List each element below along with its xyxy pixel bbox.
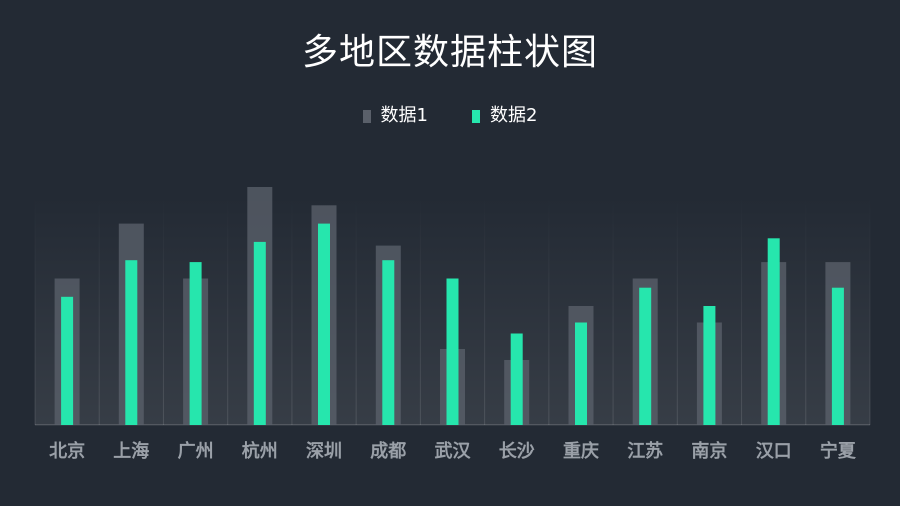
category-label-13: 宁夏 <box>820 440 857 462</box>
bar-series-2-13 <box>831 287 844 425</box>
category-label-5: 深圳 <box>306 440 342 462</box>
legend-item-series-2[interactable]: 数据2 <box>472 104 537 128</box>
legend-label-series-2: 数据2 <box>490 105 538 126</box>
category-label-4: 杭州 <box>242 440 278 462</box>
category-separator <box>227 195 229 425</box>
bar-series-2-2 <box>125 260 138 425</box>
category-label-9: 重庆 <box>563 440 599 462</box>
category-separator <box>98 195 100 425</box>
category-separator <box>355 195 357 425</box>
category-label-10: 江苏 <box>627 440 663 462</box>
bar-series-2-8 <box>510 333 523 425</box>
category-separator <box>548 195 550 425</box>
category-label-1: 北京 <box>49 440 85 462</box>
bar-series-2-10 <box>639 287 652 425</box>
category-label-8: 长沙 <box>499 441 535 462</box>
bar-series-2-7 <box>446 278 459 425</box>
bar-series-2-3 <box>189 262 202 425</box>
category-separator <box>805 195 807 425</box>
bar-series-2-12 <box>767 238 780 425</box>
category-label-6: 成都 <box>370 440 406 462</box>
bar-series-2-6 <box>382 260 395 425</box>
category-separator <box>162 195 164 425</box>
category-label-3: 广州 <box>178 440 214 462</box>
category-separator <box>741 195 743 425</box>
category-label-11: 南京 <box>691 440 727 462</box>
category-label-12: 汉口 <box>756 441 792 462</box>
category-label-7: 武汉 <box>435 441 472 462</box>
legend-swatch-series-1 <box>362 109 371 123</box>
bar-series-2-1 <box>61 296 74 425</box>
bar-series-2-5 <box>318 223 330 425</box>
category-separator <box>34 195 36 425</box>
bar-series-2-4 <box>253 241 266 425</box>
legend-label-series-1: 数据1 <box>380 105 428 126</box>
category-separator <box>291 195 293 425</box>
category-label-2: 上海 <box>113 440 149 462</box>
category-separator <box>612 195 614 425</box>
category-separator <box>676 195 678 425</box>
category-separator <box>419 195 421 425</box>
bar-series-2-9 <box>575 322 587 425</box>
chart-title: 多地区数据柱状图 <box>301 32 598 73</box>
category-separator <box>484 195 486 425</box>
legend-item-series-1[interactable]: 数据1 <box>362 104 428 128</box>
legend-swatch-series-2 <box>472 109 480 123</box>
legend: 数据1 数据2 <box>0 104 900 128</box>
category-separator <box>869 195 871 425</box>
bar-series-2-11 <box>703 306 716 425</box>
